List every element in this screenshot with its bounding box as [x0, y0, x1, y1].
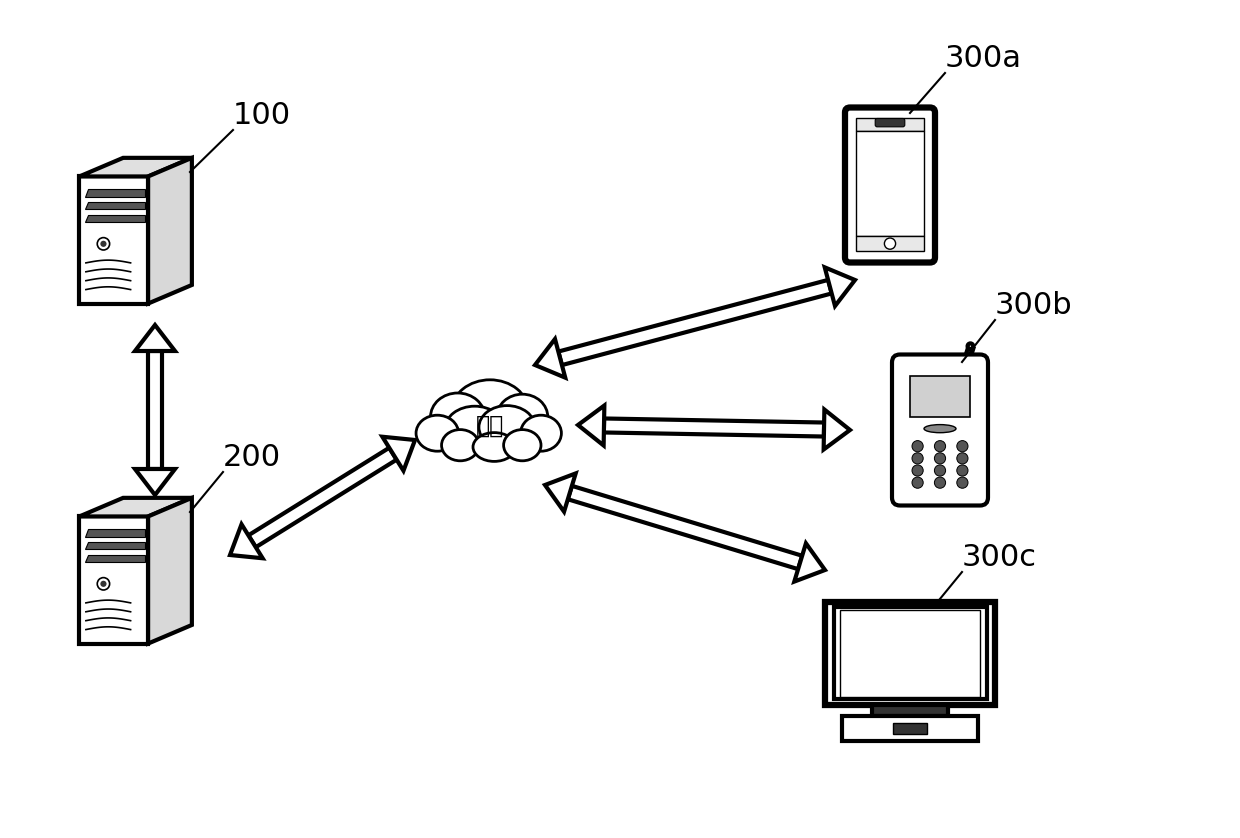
Polygon shape [568, 486, 802, 569]
Polygon shape [856, 118, 924, 132]
Polygon shape [79, 158, 192, 177]
Text: 100: 100 [233, 101, 291, 130]
Polygon shape [79, 516, 148, 644]
Polygon shape [842, 716, 978, 741]
Polygon shape [534, 339, 565, 378]
Circle shape [935, 465, 946, 476]
Circle shape [957, 477, 968, 489]
Polygon shape [84, 542, 145, 550]
Ellipse shape [521, 415, 562, 451]
Ellipse shape [417, 415, 459, 451]
Text: 300b: 300b [994, 291, 1073, 320]
Circle shape [884, 238, 895, 249]
Polygon shape [823, 410, 849, 449]
Polygon shape [578, 406, 604, 446]
Polygon shape [961, 349, 973, 370]
FancyBboxPatch shape [892, 354, 988, 505]
Polygon shape [825, 267, 856, 306]
Polygon shape [148, 351, 162, 469]
Ellipse shape [451, 380, 528, 442]
Circle shape [97, 238, 109, 250]
Polygon shape [135, 469, 175, 495]
Polygon shape [833, 608, 987, 700]
Circle shape [911, 465, 924, 476]
Polygon shape [857, 132, 924, 235]
Circle shape [935, 441, 946, 452]
Polygon shape [79, 498, 192, 516]
Polygon shape [148, 158, 192, 303]
Ellipse shape [445, 406, 505, 452]
Polygon shape [841, 610, 980, 697]
Ellipse shape [441, 430, 479, 461]
Circle shape [911, 441, 924, 452]
Ellipse shape [472, 432, 516, 462]
Polygon shape [910, 376, 971, 416]
Circle shape [935, 477, 946, 489]
Polygon shape [79, 177, 148, 303]
Polygon shape [135, 325, 175, 351]
Polygon shape [84, 215, 145, 222]
Ellipse shape [924, 425, 956, 432]
Polygon shape [893, 723, 928, 734]
Polygon shape [84, 529, 145, 537]
Text: 网络: 网络 [476, 414, 505, 438]
Circle shape [957, 441, 968, 452]
Circle shape [100, 581, 107, 587]
Circle shape [100, 241, 107, 247]
Ellipse shape [479, 406, 534, 449]
Polygon shape [558, 280, 832, 365]
Polygon shape [229, 525, 263, 558]
Ellipse shape [503, 430, 541, 461]
Polygon shape [546, 473, 575, 512]
Ellipse shape [497, 394, 548, 440]
Polygon shape [872, 705, 949, 716]
Polygon shape [856, 235, 924, 251]
FancyBboxPatch shape [875, 118, 905, 127]
FancyBboxPatch shape [844, 107, 935, 262]
Polygon shape [84, 555, 145, 562]
Polygon shape [84, 189, 145, 197]
Circle shape [957, 465, 968, 476]
Polygon shape [825, 603, 994, 705]
Polygon shape [604, 418, 825, 437]
Circle shape [935, 453, 946, 464]
Text: 300a: 300a [945, 44, 1022, 73]
Polygon shape [84, 202, 145, 210]
Text: 200: 200 [223, 443, 281, 472]
Circle shape [911, 453, 924, 464]
Circle shape [911, 477, 924, 489]
Ellipse shape [430, 393, 485, 441]
Text: 300c: 300c [962, 543, 1037, 572]
Polygon shape [795, 543, 825, 582]
Circle shape [967, 344, 973, 349]
Circle shape [957, 453, 968, 464]
Circle shape [97, 577, 109, 590]
Polygon shape [148, 498, 192, 644]
Polygon shape [382, 437, 415, 471]
Polygon shape [248, 447, 397, 547]
